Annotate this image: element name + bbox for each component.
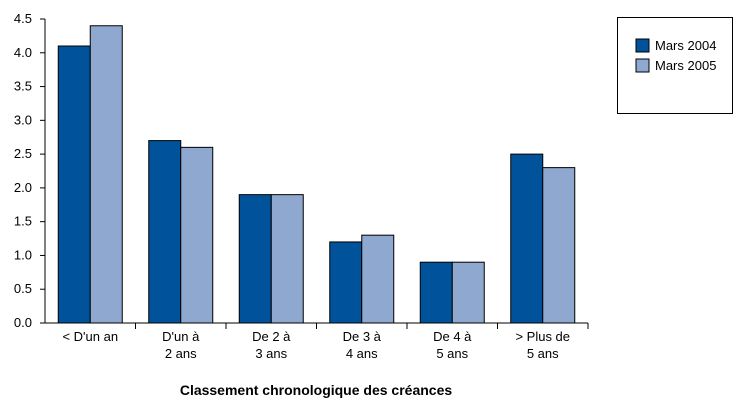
x-tick-label-line: D'un à xyxy=(162,329,200,344)
legend-label: Mars 2004 xyxy=(655,38,716,53)
y-tick-label: 3.5 xyxy=(14,79,32,94)
x-tick-label: De 4 à 5 ans xyxy=(433,329,472,361)
x-tick-label: D'un à 2 ans xyxy=(162,329,200,361)
bar xyxy=(89,25,123,324)
legend-box xyxy=(617,17,733,114)
y-tick-label: 4.0 xyxy=(14,45,32,60)
x-tick-label: > Plus de 5 ans xyxy=(515,329,570,361)
bar xyxy=(510,153,544,324)
y-tick-label: 4.5 xyxy=(14,11,32,26)
x-tick-label-line: De 4 à xyxy=(433,329,472,344)
y-tick-label: 2.0 xyxy=(14,180,32,195)
x-axis-title: Classement chronologique des créances xyxy=(180,382,453,398)
legend-swatch xyxy=(635,58,650,73)
x-tick-label-line: 3 ans xyxy=(255,346,287,361)
bar xyxy=(148,140,182,324)
x-tick-label-line: 5 ans xyxy=(436,346,468,361)
x-tick-label-line: 2 ans xyxy=(165,346,197,361)
x-tick-label-line: > Plus de xyxy=(515,329,570,344)
legend-swatch xyxy=(635,38,650,53)
bar xyxy=(329,241,363,324)
x-tick-label-line: 4 ans xyxy=(346,346,378,361)
bar xyxy=(419,261,453,324)
bar xyxy=(270,194,304,324)
bar xyxy=(361,234,395,324)
y-tick-label: 1.5 xyxy=(14,214,32,229)
y-tick-label: 1.0 xyxy=(14,247,32,262)
x-tick-label: < D'un an xyxy=(62,329,118,344)
x-tick-label: De 2 à 3 ans xyxy=(252,329,291,361)
y-tick-label: 0.5 xyxy=(14,281,32,296)
bar xyxy=(180,146,214,324)
x-tick-label: De 3 à 4 ans xyxy=(343,329,382,361)
bar xyxy=(57,45,91,324)
bar xyxy=(542,167,576,324)
x-tick-label-line: De 2 à xyxy=(252,329,291,344)
y-tick-label: 3.0 xyxy=(14,112,32,127)
x-tick-label-line: < D'un an xyxy=(62,329,118,344)
y-tick-label: 0.0 xyxy=(14,315,32,330)
bar xyxy=(451,261,485,324)
bar xyxy=(238,194,272,324)
x-tick-label-line: 5 ans xyxy=(527,346,559,361)
x-tick-label-line: De 3 à xyxy=(343,329,382,344)
y-tick-label: 2.5 xyxy=(14,146,32,161)
legend-label: Mars 2005 xyxy=(655,58,716,73)
